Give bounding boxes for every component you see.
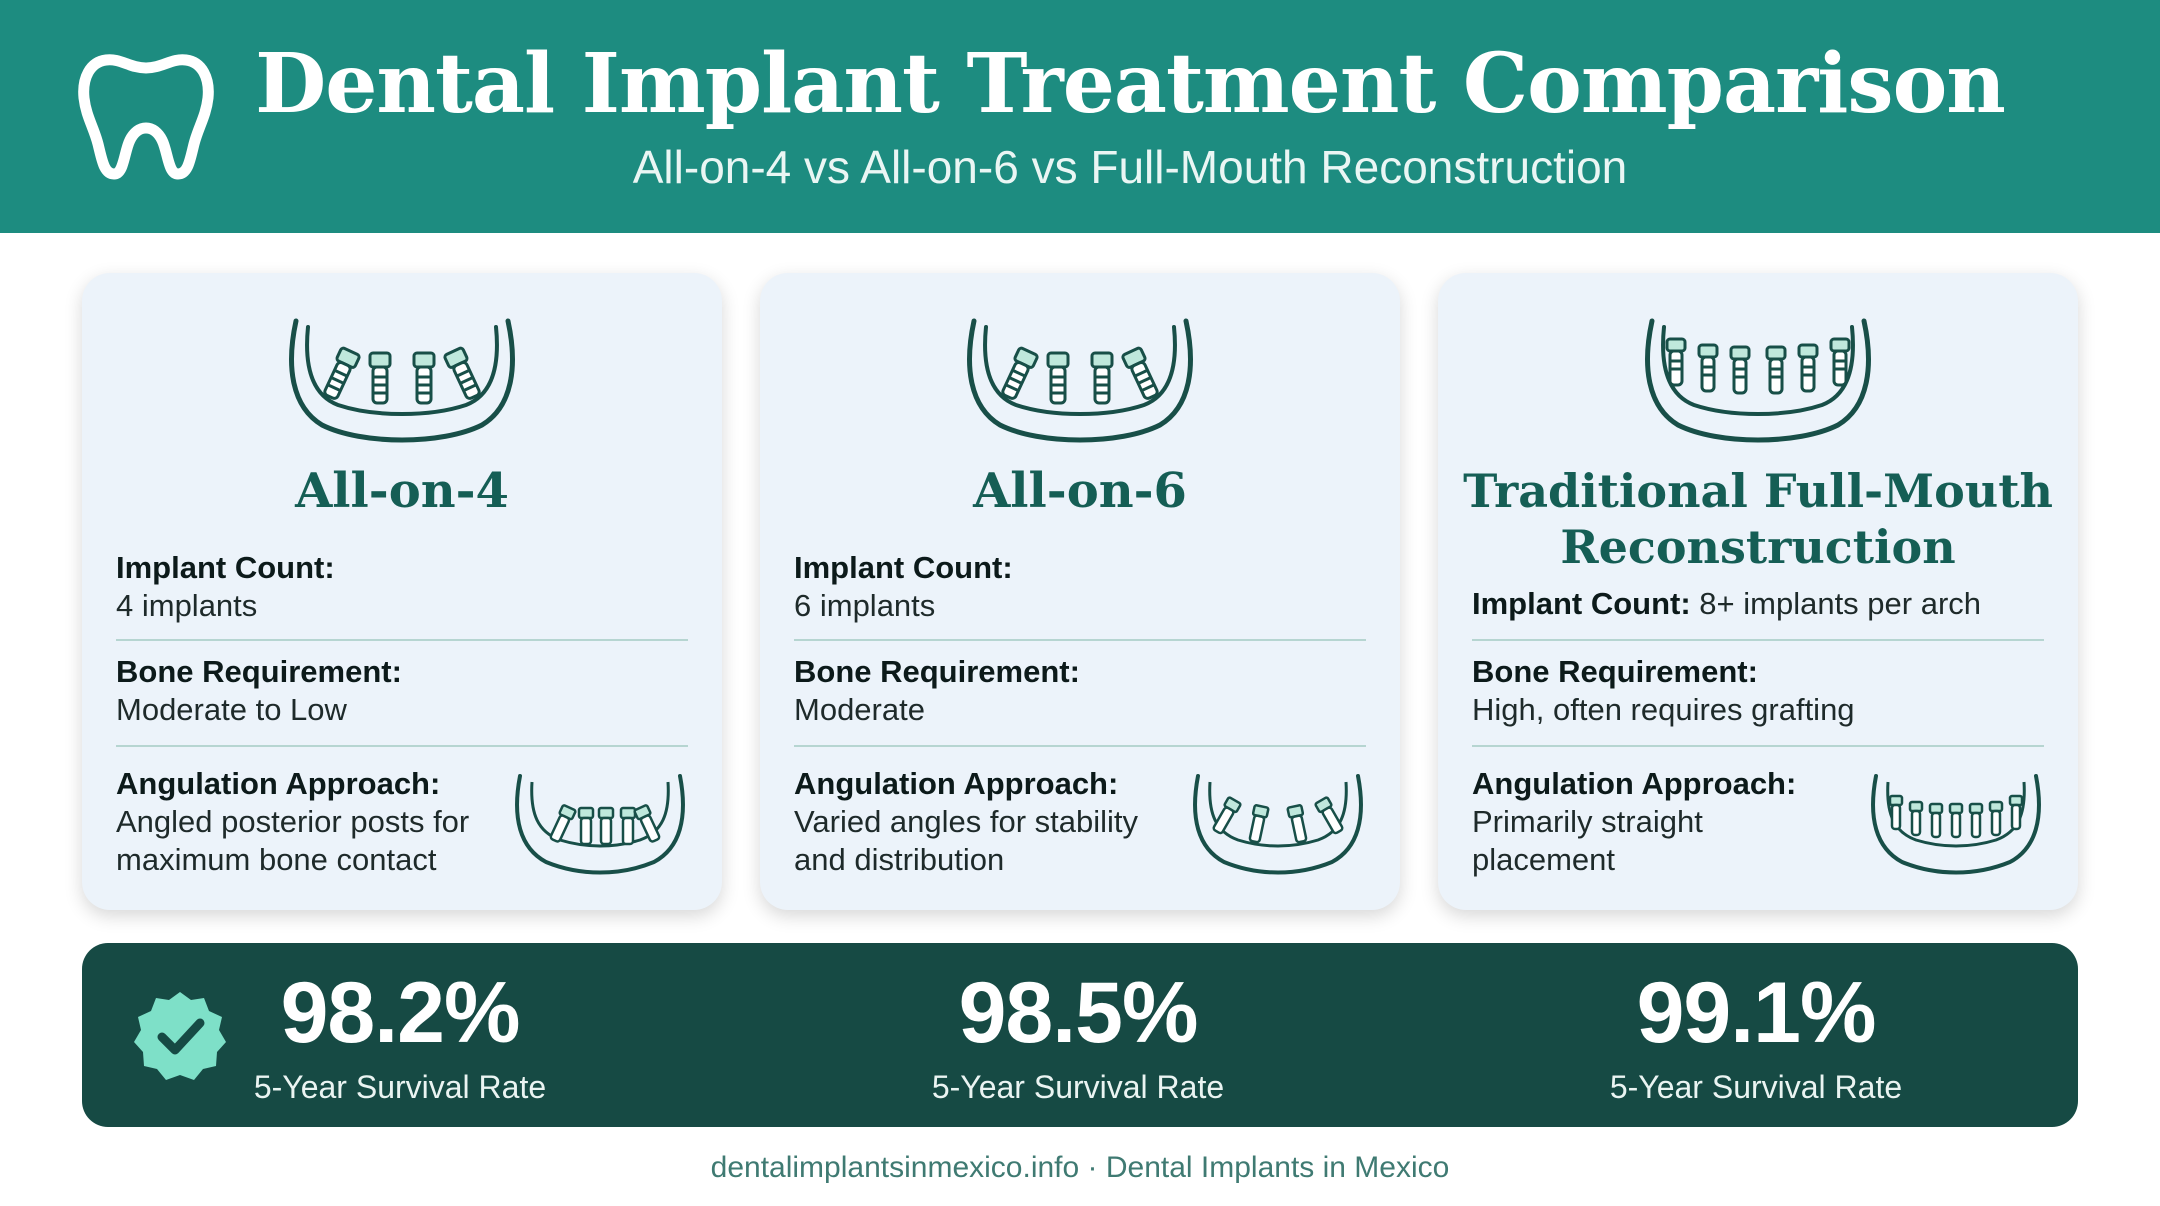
angulation-value: Primarily straight placement [1472,804,1703,877]
implant-count-row: Implant Count: 6 implants [794,549,1366,625]
bone-requirement-value: High, often requires grafting [1472,692,1855,727]
angulation-value: Varied angles for stability and distribu… [794,804,1139,877]
bone-requirement-label: Bone Requirement: [794,654,1080,689]
bone-requirement-row: Bone Requirement: Moderate to Low [116,653,688,729]
bone-requirement-row: Bone Requirement: High, often requires g… [1472,653,2044,729]
implant-count-label: Implant Count: [794,550,1013,585]
survival-rate-value: 98.2% [280,965,521,1061]
divider [116,745,688,747]
bone-requirement-row: Bone Requirement: Moderate [794,653,1366,729]
stat-all-on-6: 98.5% 5-Year Survival Rate [858,963,1298,1107]
implant-count-value: 6 implants [794,588,936,623]
divider [1472,745,2044,747]
jaw-straight-implants-icon [1871,774,2041,875]
stat-all-on-4: 98.2% 5-Year Survival Rate [180,963,620,1107]
jaw-with-4-angled-implants-icon [289,318,515,443]
bone-requirement-label: Bone Requirement: [1472,654,1758,689]
jaw-with-straight-implants-icon [1645,318,1871,443]
header-banner: Dental Implant Treatment Comparison All-… [0,0,2160,233]
angulation-label: Angulation Approach: [116,766,441,801]
divider [794,745,1366,747]
check-badge-icon [134,992,226,1080]
card-title: Traditional Full-Mouth Reconstruction [1463,464,2053,574]
jaw-angled-implants-icon [1193,774,1363,875]
angulation-row: Angulation Approach: Primarily straight … [1472,765,1818,879]
stat-full-mouth: 99.1% 5-Year Survival Rate [1536,963,1976,1107]
angulation-row: Angulation Approach: Angled posterior po… [116,765,492,879]
card-title: All-on-6 [973,463,1187,519]
footer-source[interactable]: dentalimplantsinmexico.info · Dental Imp… [710,1151,1450,1184]
survival-rate-label: 5-Year Survival Rate [253,1069,547,1105]
jaw-with-angled-implants-icon [967,318,1193,443]
survival-rate-label: 5-Year Survival Rate [931,1069,1225,1105]
bone-requirement-value: Moderate [794,692,925,727]
angulation-label: Angulation Approach: [794,766,1119,801]
card-title: All-on-4 [295,463,509,519]
implant-count-value: 8+ implants per arch [1699,586,1982,621]
tooth-icon [78,54,214,180]
divider [1472,639,2044,641]
jaw-angled-implants-icon [515,774,685,875]
angulation-label: Angulation Approach: [1472,766,1797,801]
implant-count-label: Implant Count: [116,550,335,585]
survival-rate-label: 5-Year Survival Rate [1609,1069,1903,1105]
bone-requirement-label: Bone Requirement: [116,654,402,689]
card-all-on-4: All-on-4 Implant Count: 4 implants Bone … [82,273,722,910]
bone-requirement-value: Moderate to Low [116,692,347,727]
divider [116,639,688,641]
card-full-mouth-reconstruction: Traditional Full-Mouth Reconstruction Im… [1438,273,2078,910]
survival-rate-bar: 98.2% 5-Year Survival Rate 98.5% 5-Year … [82,943,2078,1127]
card-all-on-6: All-on-6 Implant Count: 6 implants Bone … [760,273,1400,910]
implant-count-value: 4 implants [116,588,258,623]
implant-count-label: Implant Count: [1472,586,1700,621]
page-subtitle: All-on-4 vs All-on-6 vs Full-Mouth Recon… [632,141,1628,193]
angulation-value: Angled posterior posts for maximum bone … [116,804,470,877]
divider [794,639,1366,641]
survival-rate-value: 99.1% [1636,965,1877,1061]
angulation-row: Angulation Approach: Varied angles for s… [794,765,1180,879]
survival-rate-value: 98.5% [958,965,1199,1061]
page-title: Dental Implant Treatment Comparison [255,36,2006,132]
implant-count-row: Implant Count: 8+ implants per arch [1472,585,2044,623]
implant-count-row: Implant Count: 4 implants [116,549,688,625]
